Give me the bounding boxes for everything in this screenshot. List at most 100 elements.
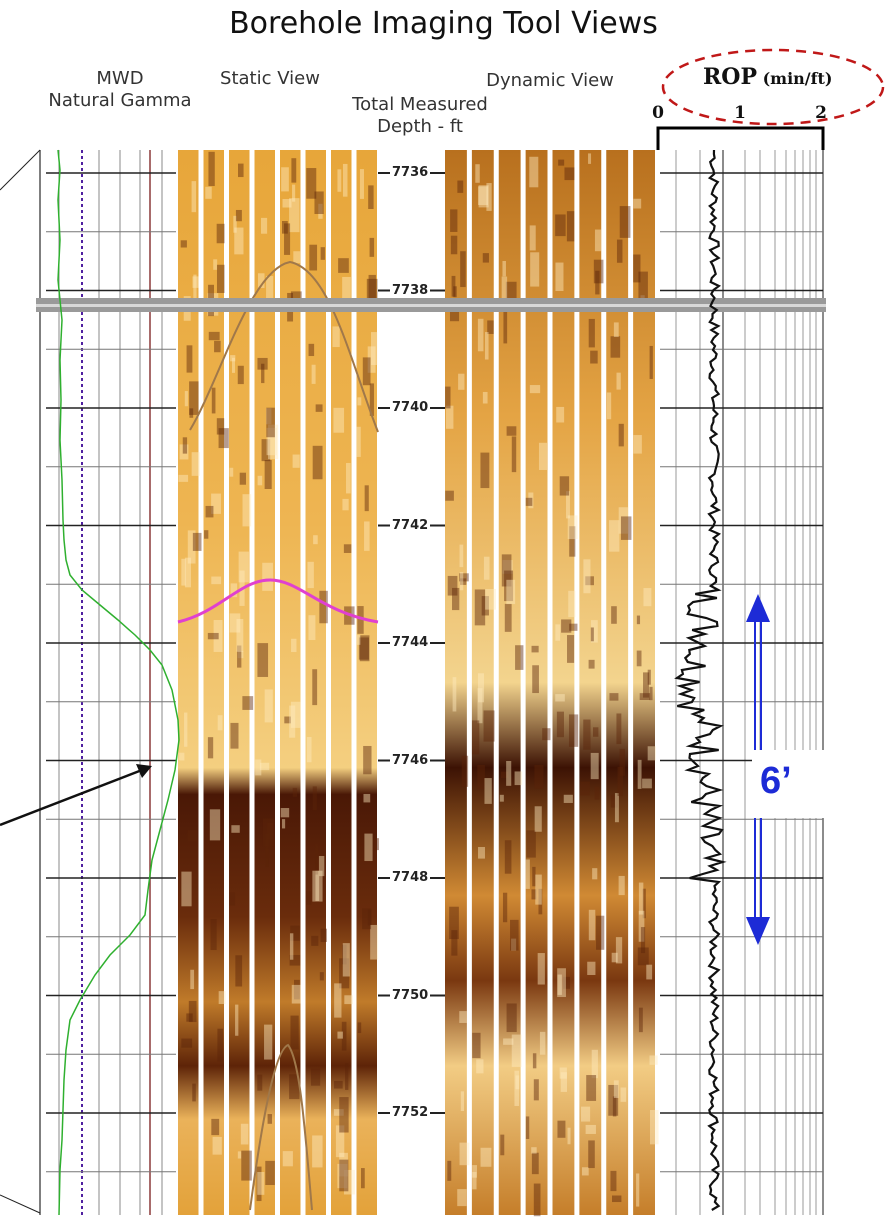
image-texture — [229, 613, 241, 633]
image-texture — [230, 722, 239, 749]
image-texture — [560, 1072, 568, 1092]
image-texture — [587, 961, 596, 975]
image-texture — [569, 623, 578, 631]
image-texture — [636, 650, 642, 667]
image-texture — [307, 561, 314, 589]
image-texture — [555, 262, 564, 292]
image-texture — [333, 407, 345, 433]
image-texture — [293, 251, 301, 264]
image-texture — [616, 713, 622, 745]
image-texture — [189, 381, 199, 415]
image-texture — [563, 794, 573, 803]
image-texture — [239, 472, 247, 485]
static-view-image — [178, 150, 379, 1215]
image-texture — [484, 332, 489, 360]
image-texture — [214, 340, 221, 353]
image-texture — [363, 793, 371, 803]
image-texture — [460, 1091, 465, 1112]
rop-callout-ellipse — [661, 48, 885, 126]
image-texture — [359, 169, 364, 199]
image-texture — [535, 874, 542, 905]
image-texture — [475, 164, 480, 183]
image-texture — [514, 1070, 520, 1107]
image-texture — [217, 1028, 224, 1062]
image-texture — [539, 1031, 546, 1055]
image-texture — [459, 1142, 470, 1166]
image-texture — [181, 558, 186, 586]
image-texture — [502, 560, 513, 574]
image-texture — [477, 688, 483, 724]
image-texture — [529, 385, 541, 394]
image-texture — [649, 1110, 659, 1145]
image-texture — [337, 1163, 348, 1189]
image-texture — [460, 251, 466, 288]
image-texture — [445, 405, 454, 429]
image-texture — [534, 765, 544, 789]
image-texture — [637, 759, 642, 789]
image-texture — [312, 445, 323, 480]
image-texture — [357, 397, 362, 406]
image-texture — [306, 891, 312, 905]
image-texture — [186, 1013, 193, 1022]
static-view-header: Static View — [220, 68, 320, 89]
image-texture — [237, 651, 244, 659]
image-texture — [638, 910, 645, 942]
image-texture — [585, 576, 594, 586]
image-texture — [230, 583, 238, 598]
image-texture — [367, 909, 372, 926]
image-texture — [312, 669, 318, 706]
image-texture — [281, 819, 286, 829]
image-texture — [647, 669, 651, 685]
image-texture — [557, 1120, 566, 1138]
image-texture — [232, 357, 236, 373]
image-texture — [561, 619, 572, 633]
image-texture — [207, 632, 219, 640]
image-texture — [503, 307, 508, 344]
image-texture — [581, 1167, 589, 1176]
image-texture — [264, 1024, 273, 1060]
image-texture — [335, 1125, 345, 1158]
image-texture — [218, 428, 229, 449]
image-texture — [339, 1159, 349, 1192]
image-texture — [529, 156, 539, 188]
image-texture — [559, 1067, 567, 1079]
image-texture — [612, 1096, 617, 1117]
image-texture — [588, 318, 595, 348]
image-strip — [178, 150, 199, 1215]
gamma-curve — [57, 149, 180, 1216]
image-texture — [583, 719, 591, 750]
image-texture — [370, 332, 378, 366]
image-texture — [264, 460, 272, 489]
image-texture — [480, 452, 490, 489]
rop-label: ROP — [703, 64, 757, 90]
image-texture — [368, 185, 374, 209]
image-texture — [357, 606, 364, 634]
image-texture — [257, 475, 263, 486]
image-texture — [453, 286, 457, 298]
image-texture — [189, 408, 194, 418]
image-texture — [484, 778, 492, 804]
image-texture — [235, 209, 242, 222]
image-texture — [532, 665, 539, 694]
image-texture — [567, 515, 578, 540]
image-texture — [450, 209, 458, 232]
image-texture — [477, 673, 485, 703]
image-texture — [639, 693, 651, 700]
image-texture — [619, 206, 631, 238]
image-texture — [266, 276, 274, 299]
image-texture — [261, 363, 265, 384]
image-texture — [461, 755, 469, 787]
image-texture — [485, 588, 496, 610]
image-texture — [620, 1087, 627, 1102]
image-texture — [451, 930, 458, 956]
image-texture — [472, 1032, 481, 1059]
image-texture — [538, 888, 543, 915]
image-texture — [506, 1003, 517, 1033]
image-texture — [262, 562, 273, 591]
image-texture — [188, 1000, 197, 1023]
image-texture — [292, 787, 298, 797]
image-texture — [529, 225, 536, 251]
image-texture — [618, 875, 625, 896]
rop-scale-bar — [656, 126, 825, 150]
image-texture — [580, 781, 590, 796]
